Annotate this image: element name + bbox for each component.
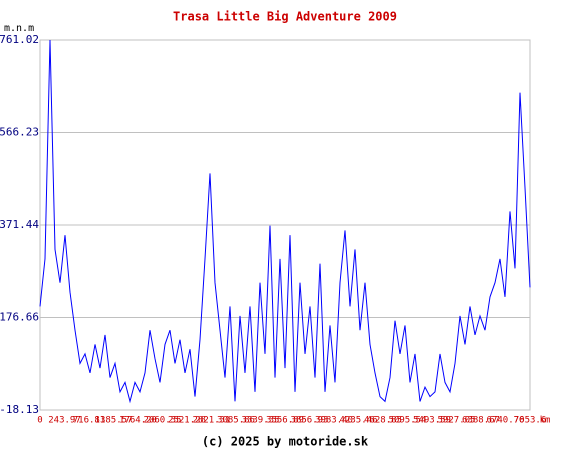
x-tick-label: 1764.20 [119, 416, 157, 426]
y-tick-label: 371.44 [0, 218, 39, 231]
x-tick-label: 5095.54 [389, 416, 427, 426]
y-tick-label: 566.23 [0, 126, 39, 139]
x-tick-label: 2060.35 [144, 416, 182, 426]
x-tick-label: 6740.76 [487, 416, 525, 426]
x-tick-label: 2821.31 [193, 416, 231, 426]
x-tick-label: 3983.40 [315, 416, 353, 426]
x-tick-label: 4235.46 [340, 416, 378, 426]
x-tick-label: 3339.35 [242, 416, 280, 426]
x-tick-label: 0 [37, 416, 42, 426]
y-axis-label: m.n.m [4, 23, 34, 34]
footer: (c) 2025 by motoride.sk [202, 435, 369, 449]
x-tick-label: 1385.57 [95, 416, 133, 426]
x-tick-label: 4628.85 [364, 416, 402, 426]
x-tick-label: 5493.59 [413, 416, 451, 426]
x-tick-label: 6388.67 [462, 416, 500, 426]
elevation-line [39, 39, 531, 404]
x-tick-label: 3856.93 [291, 416, 329, 426]
x-tick-label: 3556.89 [266, 416, 304, 426]
x-tick-label: 716.81 [73, 416, 106, 426]
x-tick-label: 5927.05 [438, 416, 476, 426]
x-tick-label: 2521.28 [168, 416, 206, 426]
plot-border [39, 39, 531, 411]
x-unit: km [540, 416, 551, 426]
y-tick-label: -18.13 [0, 403, 39, 416]
y-tick-label: 761.02 [0, 33, 39, 46]
x-tick-label: 3085.86 [217, 416, 255, 426]
y-tick-label: 176.66 [0, 310, 39, 323]
x-tick-label: 7053.6 [514, 416, 547, 426]
x-tick-label: 243.97 [48, 416, 81, 426]
chart-title: Trasa Little Big Adventure 2009 [173, 10, 397, 24]
